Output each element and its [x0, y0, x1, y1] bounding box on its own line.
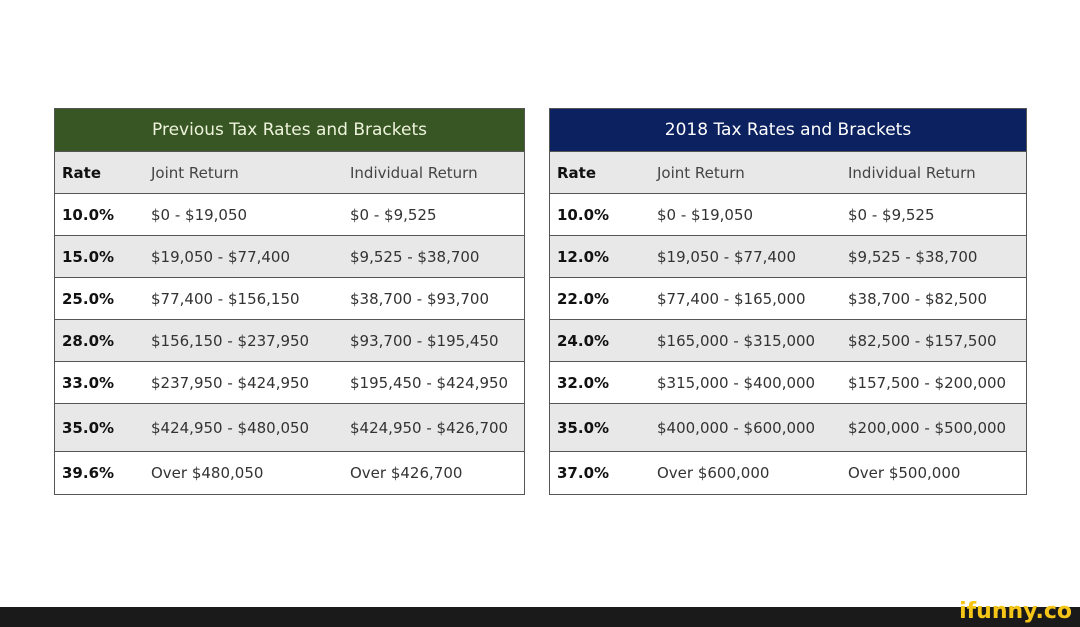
rate-cell: 12.0%: [557, 247, 610, 266]
column-header: Rate: [62, 163, 102, 182]
rate-cell: 10.0%: [62, 205, 115, 224]
rate-cell: 35.0%: [557, 418, 610, 437]
rate-cell: 37.0%: [557, 464, 610, 482]
table-row: 33.0% $237,950 - $424,950 $195,450 - $424,…: [55, 362, 524, 404]
ifunny-logo: ifunny.co: [959, 599, 1072, 624]
individual-return-cell: $0 - $9,525: [848, 205, 935, 224]
header-row: Rate Joint Return Individual Return: [55, 152, 524, 194]
joint-return-cell: $424,950 - $480,050: [151, 418, 310, 437]
joint-return-cell: $165,000 - $315,000: [657, 331, 816, 350]
individual-return-cell: $0 - $9,525: [350, 205, 437, 224]
joint-return-cell: $19,050 - $77,400: [151, 247, 291, 266]
column-header: Joint Return: [151, 163, 239, 182]
rate-cell: 39.6%: [62, 464, 115, 482]
table-row: 39.6% Over $480,050 Over $426,700: [55, 452, 524, 494]
joint-return-cell: $315,000 - $400,000: [657, 373, 816, 392]
joint-return-cell: $237,950 - $424,950: [151, 373, 310, 392]
column-header: Joint Return: [657, 163, 745, 182]
table-row: 15.0% $19,050 - $77,400 $9,525 - $38,700: [55, 236, 524, 278]
table-row: 35.0% $424,950 - $480,050 $424,950 - $426,…: [55, 404, 524, 452]
2018-tax-table: 2018 Tax Rates and Brackets Rate Joint Ret…: [549, 108, 1027, 495]
table-row: 10.0% $0 - $19,050 $0 - $9,525: [55, 194, 524, 236]
joint-return-cell: $0 - $19,050: [151, 205, 248, 224]
individual-return-cell: $82,500 - $157,500: [848, 331, 997, 350]
individual-return-cell: $424,950 - $426,700: [350, 418, 509, 437]
individual-return-cell: $93,700 - $195,450: [350, 331, 499, 350]
individual-return-cell: $200,000 - $500,000: [848, 418, 1007, 437]
joint-return-cell: Over $480,050: [151, 464, 264, 482]
individual-return-cell: $38,700 - $82,500: [848, 289, 988, 308]
rate-cell: 24.0%: [557, 331, 610, 350]
joint-return-cell: $156,150 - $237,950: [151, 331, 310, 350]
table-row: 35.0% $400,000 - $600,000 $200,000 - $500,…: [550, 404, 1026, 452]
rate-cell: 22.0%: [557, 289, 610, 308]
individual-return-cell: Over $500,000: [848, 464, 961, 482]
previous-tax-table: Previous Tax Rates and Brackets Rate Joint…: [54, 108, 525, 495]
joint-return-cell: $77,400 - $156,150: [151, 289, 300, 308]
table-row: 32.0% $315,000 - $400,000 $157,500 - $200,…: [550, 362, 1026, 404]
joint-return-cell: $0 - $19,050: [657, 205, 754, 224]
rate-cell: 35.0%: [62, 418, 115, 437]
column-header: Individual Return: [350, 163, 478, 182]
watermark-bar: ifunny.co: [0, 599, 1080, 627]
joint-return-cell: Over $600,000: [657, 464, 770, 482]
table-title: 2018 Tax Rates and Brackets: [550, 109, 1026, 152]
table-row: 10.0% $0 - $19,050 $0 - $9,525: [550, 194, 1026, 236]
table-row: 24.0% $165,000 - $315,000 $82,500 - $157,5…: [550, 320, 1026, 362]
rate-cell: 33.0%: [62, 373, 115, 392]
individual-return-cell: Over $426,700: [350, 464, 463, 482]
table-row: 37.0% Over $600,000 Over $500,000: [550, 452, 1026, 494]
joint-return-cell: $19,050 - $77,400: [657, 247, 797, 266]
column-header: Rate: [557, 163, 597, 182]
rate-cell: 28.0%: [62, 331, 115, 350]
joint-return-cell: $400,000 - $600,000: [657, 418, 816, 437]
rate-cell: 15.0%: [62, 247, 115, 266]
individual-return-cell: $38,700 - $93,700: [350, 289, 490, 308]
header-row: Rate Joint Return Individual Return: [550, 152, 1026, 194]
rate-cell: 32.0%: [557, 373, 610, 392]
table-row: 22.0% $77,400 - $165,000 $38,700 - $82,500: [550, 278, 1026, 320]
joint-return-cell: $77,400 - $165,000: [657, 289, 806, 308]
individual-return-cell: $195,450 - $424,950: [350, 373, 509, 392]
individual-return-cell: $157,500 - $200,000: [848, 373, 1007, 392]
rate-cell: 10.0%: [557, 205, 610, 224]
column-header: Individual Return: [848, 163, 976, 182]
table-row: 12.0% $19,050 - $77,400 $9,525 - $38,700: [550, 236, 1026, 278]
table-row: 25.0% $77,400 - $156,150 $38,700 - $93,700: [55, 278, 524, 320]
rate-cell: 25.0%: [62, 289, 115, 308]
table-title: Previous Tax Rates and Brackets: [55, 109, 524, 152]
individual-return-cell: $9,525 - $38,700: [350, 247, 480, 266]
table-row: 28.0% $156,150 - $237,950 $93,700 - $195,4…: [55, 320, 524, 362]
individual-return-cell: $9,525 - $38,700: [848, 247, 978, 266]
